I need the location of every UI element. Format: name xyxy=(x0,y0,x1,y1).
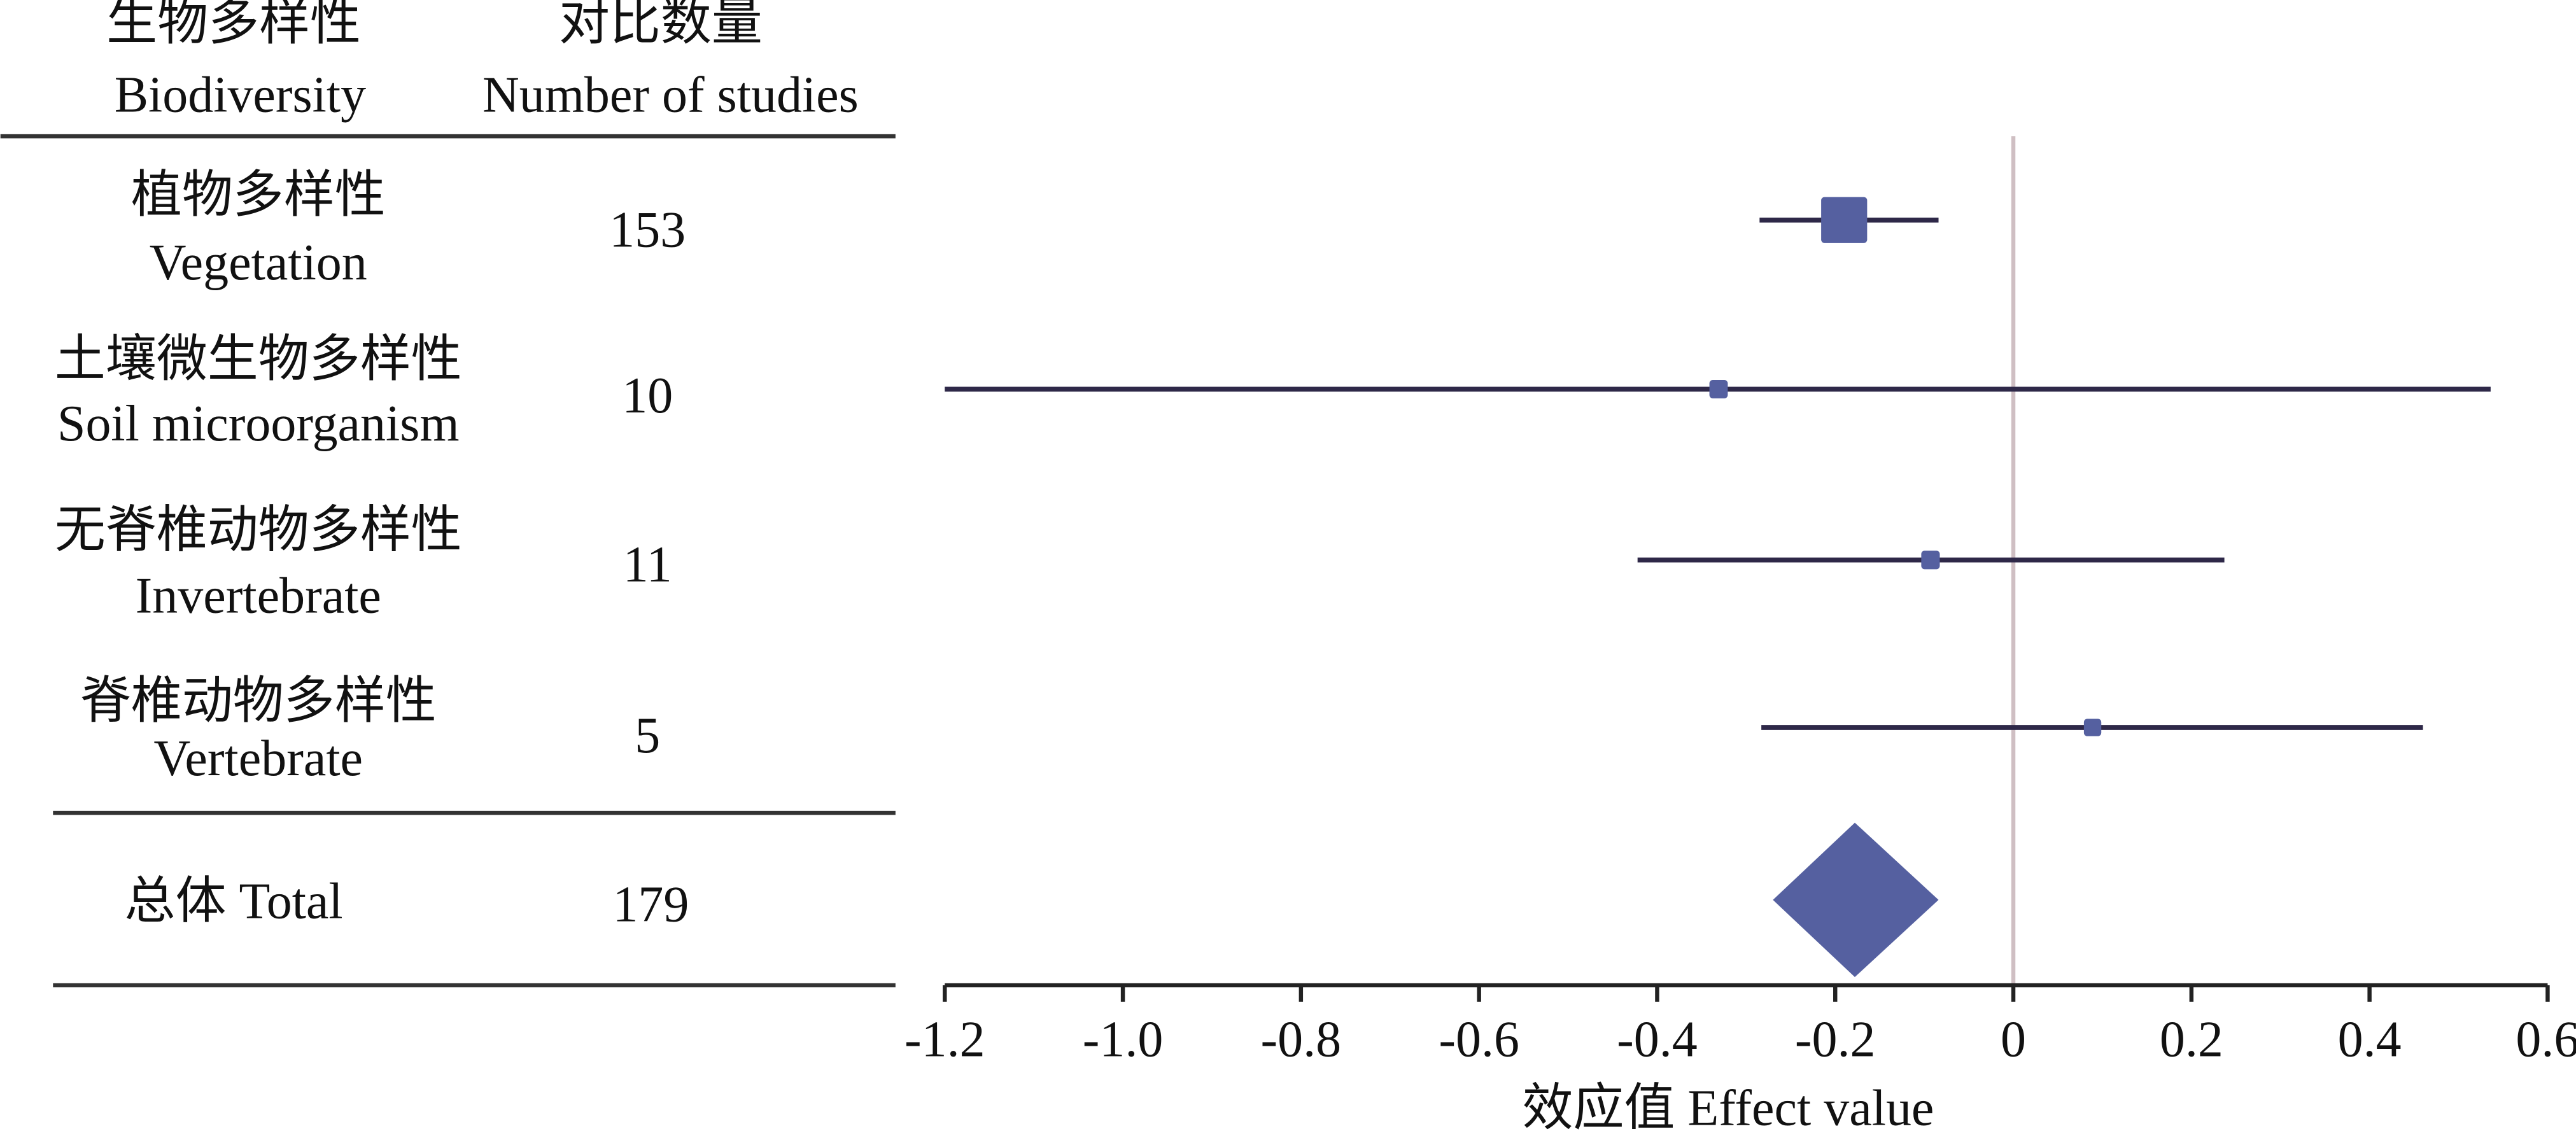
x-tick-label: -1.0 xyxy=(1083,1011,1164,1067)
row-count: 11 xyxy=(623,537,672,593)
row-label-cn: 土壤微生物多样性 xyxy=(55,332,462,388)
x-tick-label: -1.2 xyxy=(904,1011,985,1067)
x-axis-label: 效应值 Effect value xyxy=(1522,1081,1934,1137)
header-label-en: Biodiversity xyxy=(115,67,366,123)
row-label-cn: 脊椎动物多样性 xyxy=(80,673,437,729)
total-label: 总体 Total xyxy=(125,874,343,930)
x-tick-label: 0.2 xyxy=(2160,1011,2223,1067)
x-tick-label: 0 xyxy=(2001,1011,2026,1067)
row-label-en: Invertebrate xyxy=(136,568,381,624)
effect-point xyxy=(1709,380,1728,398)
x-tick-label: -0.2 xyxy=(1795,1011,1876,1067)
effect-point xyxy=(2083,719,2102,736)
header-count-en: Number of studies xyxy=(482,67,859,123)
header-count-cn: 对比数量 xyxy=(559,0,763,51)
x-tick-label: 0.4 xyxy=(2338,1011,2402,1067)
x-tick-label: -0.6 xyxy=(1439,1011,1519,1067)
row-count: 153 xyxy=(609,202,686,258)
total-count: 179 xyxy=(612,877,689,933)
row-label-cn: 无脊椎动物多样性 xyxy=(55,502,462,558)
x-tick-label: -0.8 xyxy=(1261,1011,1342,1067)
row-label-en: Vegetation xyxy=(150,235,367,291)
total-diamond xyxy=(1773,822,1939,978)
row-label-en: Vertebrate xyxy=(154,731,363,787)
row-count: 10 xyxy=(622,368,673,424)
x-tick-label: 0.6 xyxy=(2516,1011,2576,1067)
effect-point xyxy=(1921,551,1940,570)
row-count: 5 xyxy=(635,708,660,764)
x-tick-label: -0.4 xyxy=(1617,1011,1698,1067)
effect-point xyxy=(1821,197,1868,243)
header-label-cn: 生物多样性 xyxy=(106,0,361,51)
row-label-en: Soil microorganism xyxy=(57,396,460,452)
row-label-cn: 植物多样性 xyxy=(131,167,386,223)
